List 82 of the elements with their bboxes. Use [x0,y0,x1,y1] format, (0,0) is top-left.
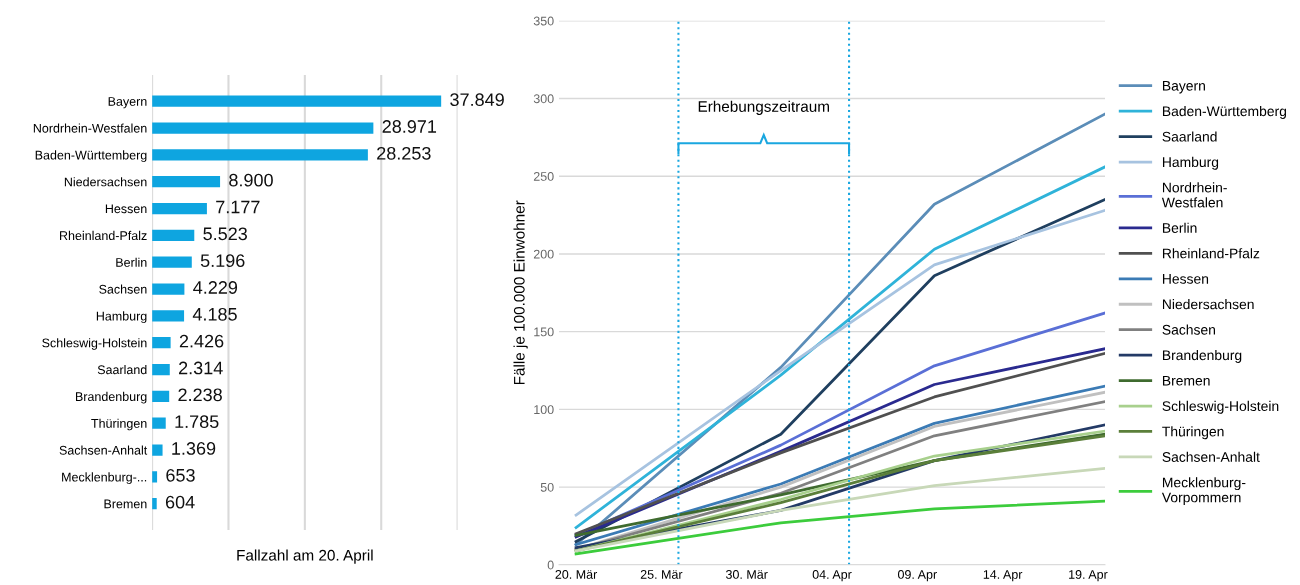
data-label: 1.369 [172,442,216,455]
data-label: 8.900 [229,173,273,187]
data-label: 2.426 [179,334,224,348]
data-label: 2.238 [178,388,222,402]
legend-label: Rheinland-Pfalz [1162,248,1260,259]
bar [152,337,171,349]
y-axis-title: Fälle je 100.000 Einwohner [513,200,528,385]
x-tick-label: 14. Apr [983,570,1023,582]
data-label: 5.523 [203,227,247,241]
x-tick-label: 04. Apr [812,570,852,582]
y-tick-label: Bremen [104,499,147,509]
y-tick-label: Rheinland-Pfalz [60,230,147,241]
bar [152,390,170,402]
y-tick-label: 150 [534,327,554,337]
y-tick-label: Bayern [108,97,147,109]
y-tick-label: 50 [540,482,554,492]
x-tick-label: 20. Mär [555,570,598,579]
legend-label: Bayern [1162,81,1205,94]
data-label: 2.314 [179,361,223,375]
legend-label: Hessen [1162,274,1209,284]
bar [152,202,207,215]
y-tick-label: 300 [533,94,554,104]
line-series [574,467,1105,553]
y-tick-label: 350 [533,16,554,26]
legend-label: Bremen [1162,375,1210,386]
data-label: 7.177 [216,200,260,214]
x-tick-label: 09. Apr [898,570,937,582]
x-tick-label: 25. Mär [640,570,683,579]
y-tick-label: 200 [533,249,554,259]
y-tick-label: 250 [533,172,554,181]
data-label: 4.229 [193,281,238,294]
y-tick-label: Brandenburg [75,391,147,404]
data-label: 604 [165,495,195,509]
bar [152,256,192,268]
legend-label: Thüringen [1162,426,1224,440]
annotation: Erhebungszeitraum [698,100,829,115]
y-tick-label: Sachsen [99,284,147,294]
data-label: 28.253 [377,146,431,160]
y-tick-label: Thüringen [91,418,147,431]
data-label: 28.971 [382,120,437,133]
y-tick-label: Baden-Württemberg [35,150,147,162]
line-series [574,499,1105,556]
y-tick-label: 100 [534,405,554,415]
bar [152,283,185,295]
bar [152,95,442,107]
data-label: 37.849 [450,93,504,107]
legend-label: Sachsen-Anhalt [1162,451,1260,462]
bar [152,363,170,376]
bar [152,176,221,188]
legend-label: Saarland [1162,131,1217,142]
y-tick-label: Schleswig-Holstein [42,338,147,350]
bar [152,229,195,241]
y-tick-label: 0 [547,560,554,570]
bar [152,444,163,456]
legend-label: Berlin [1162,222,1197,233]
data-label: 653 [166,468,195,482]
y-tick-label: Nordrhein-Westfalen [33,123,147,133]
data-label: 4.185 [192,307,237,321]
bar [152,417,166,429]
legend-label: Schleswig-Holstein [1162,400,1279,414]
legend-label: Niedersachsen [1162,299,1254,310]
x-tick-label: 30. Mär [725,570,768,579]
x-tick-label: 19. Apr [1069,570,1108,582]
legend-label: Sachsen [1162,324,1215,335]
bar [152,149,368,161]
y-tick-label: Berlin [116,257,147,267]
y-tick-label: Sachsen-Anhalt [59,445,148,455]
bar [152,122,374,134]
legend-label: Mecklenburg- Vorpommern [1161,477,1246,506]
legend-label: Baden-Württemberg [1162,105,1287,119]
data-label: 1.785 [175,415,219,429]
legend-label: Hamburg [1162,156,1219,170]
y-tick-label: Hamburg [96,311,147,323]
y-tick-label: Niedersachsen [64,177,147,187]
y-tick-label: Mecklenburg-... [62,472,147,484]
y-tick-label: Saarland [97,365,147,375]
data-label: 5.196 [200,254,245,268]
y-tick-label: Hessen [105,204,147,214]
x-axis-title: Fallzahl am 20. April [237,549,373,564]
legend-label: Nordrhein- Westfalen [1161,182,1227,208]
legend-label: Brandenburg [1162,349,1242,363]
bar [152,310,185,322]
